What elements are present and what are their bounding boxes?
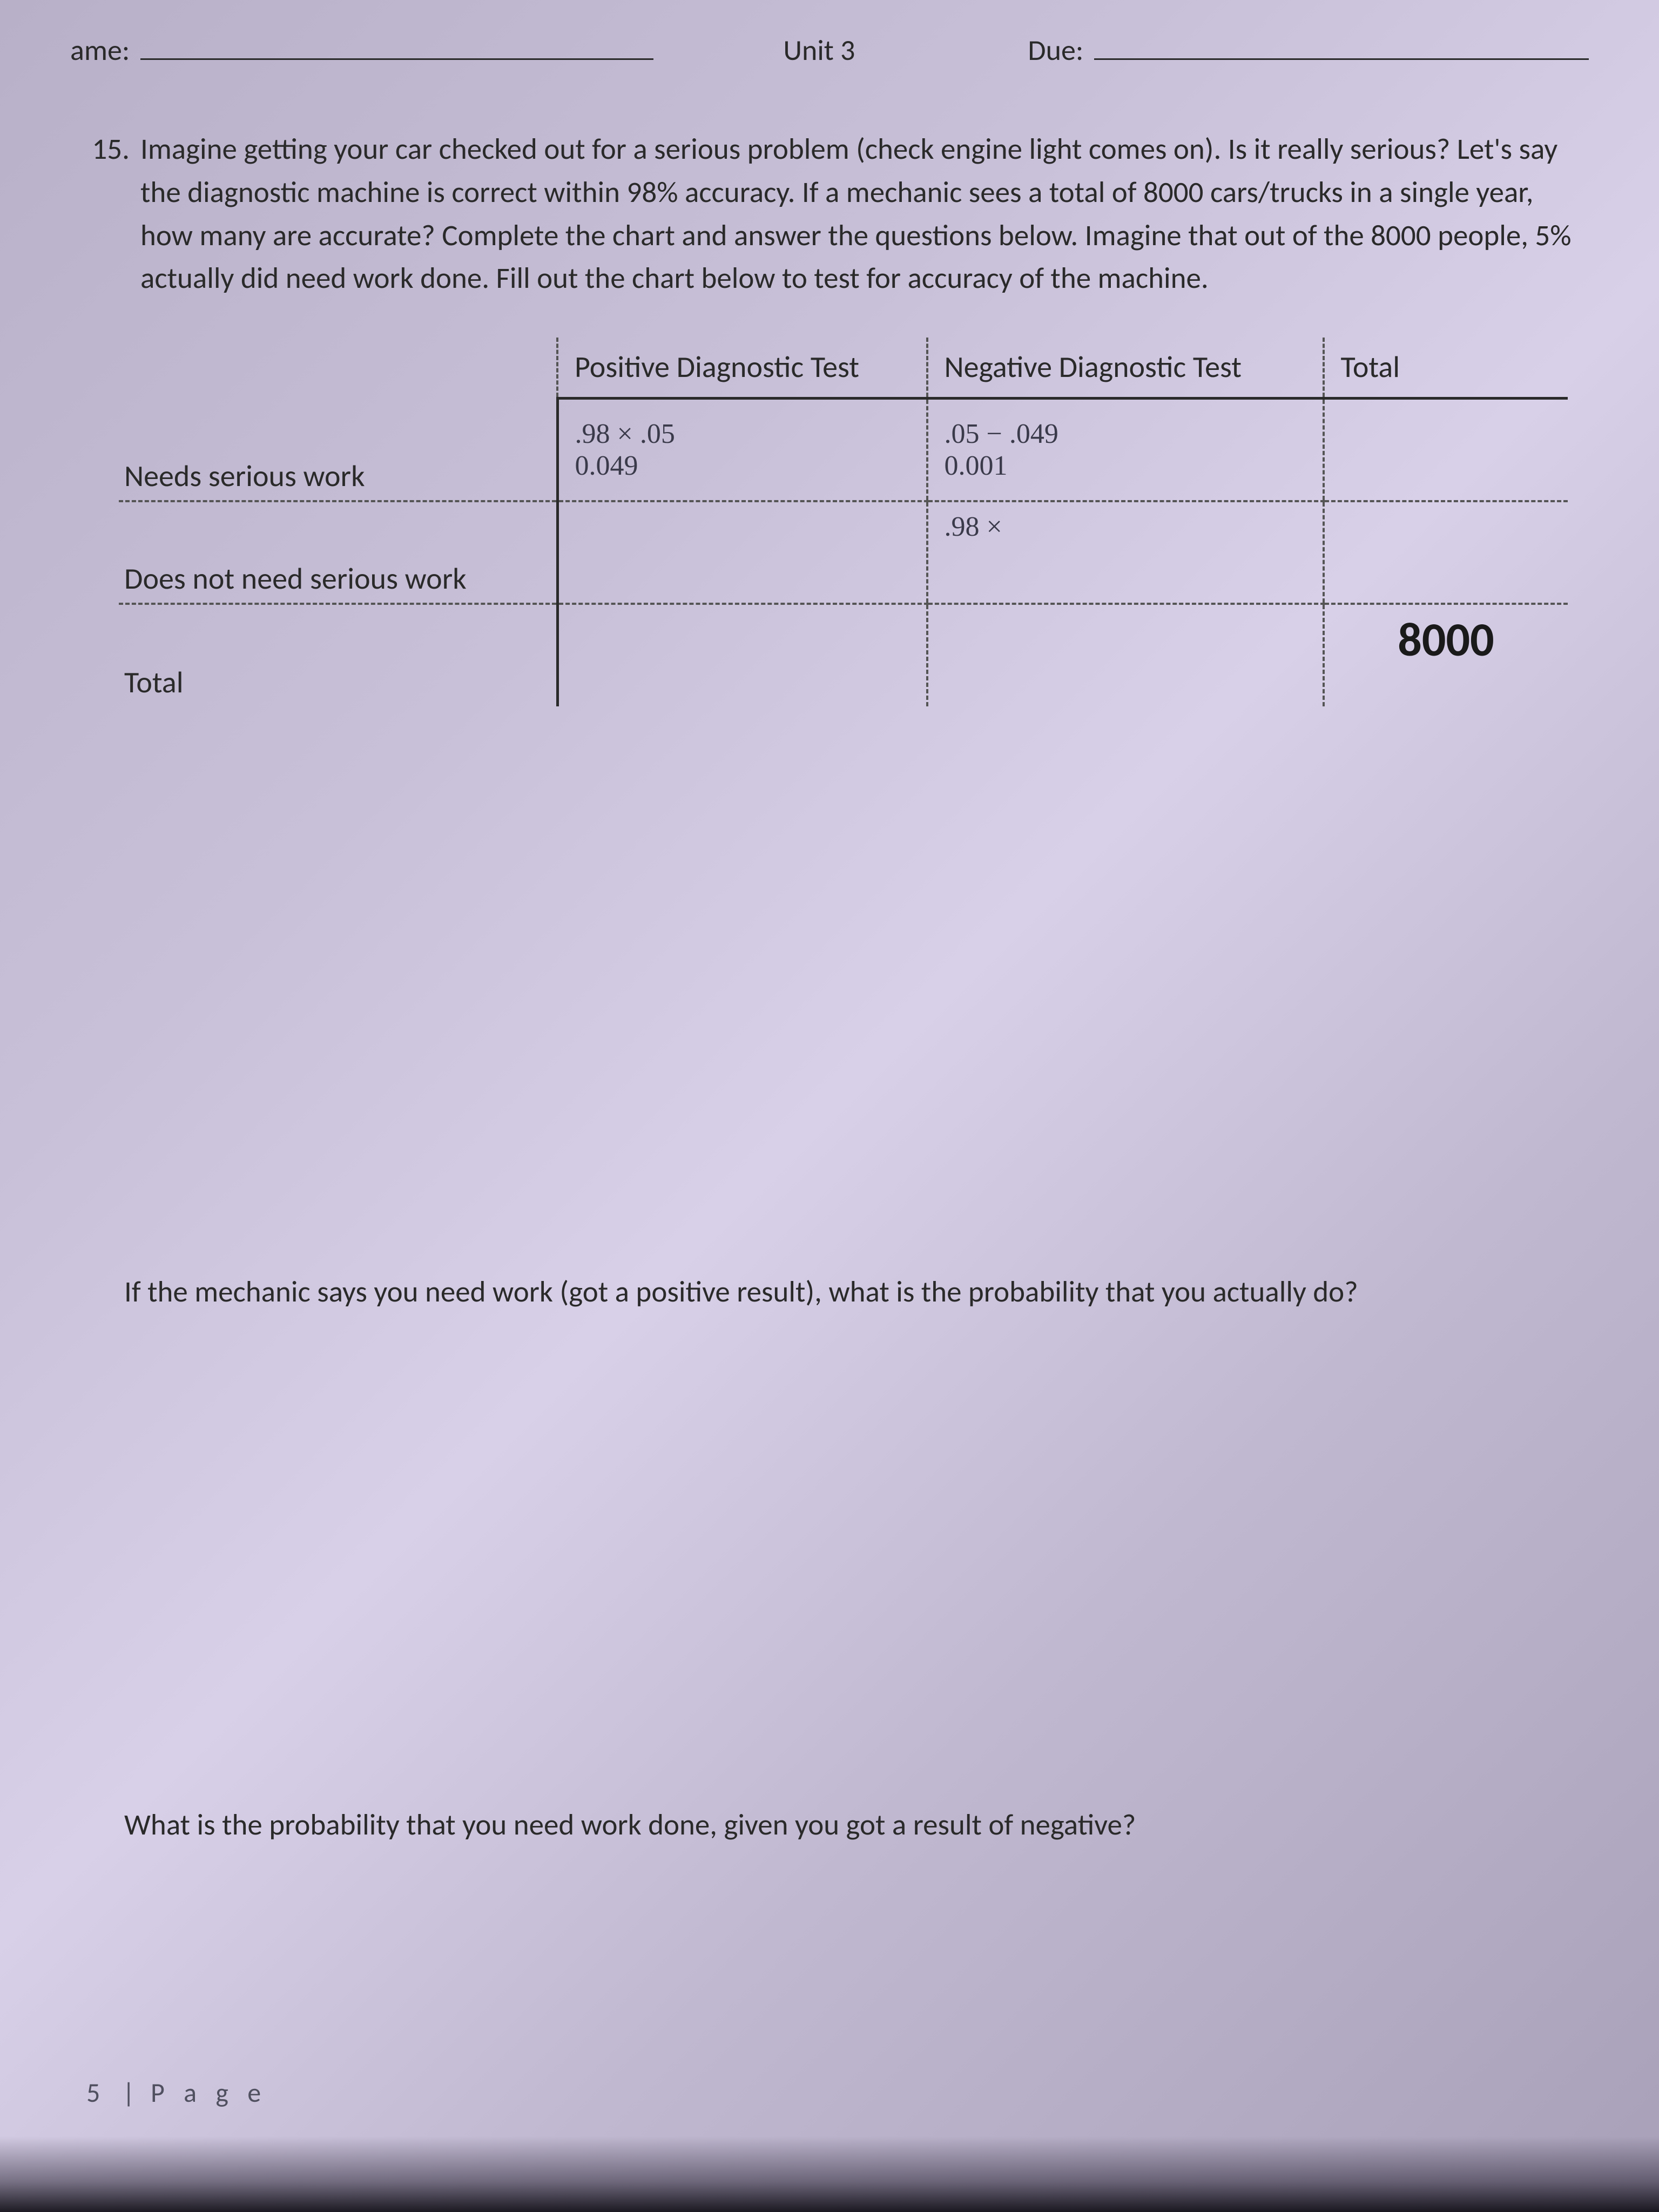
problem-number: 15.	[70, 127, 140, 300]
row-label-needs-work: Needs serious work	[119, 399, 557, 501]
table-row: Needs serious work .98 × .05 0.049 .05 −…	[119, 399, 1568, 501]
problem-text: Imagine getting your car checked out for…	[140, 127, 1589, 300]
table-row: Total 8000	[119, 604, 1568, 706]
question-1: If the mechanic says you need work (got …	[124, 1273, 1535, 1310]
handwritten-row2-neg: .98 ×	[945, 511, 1323, 543]
grand-total-value: 8000	[1398, 610, 1494, 669]
due-blank-line	[1094, 57, 1589, 60]
handwritten-neg-expr: .05 − .049	[945, 418, 1323, 450]
problem-block: 15. Imagine getting your car checked out…	[70, 127, 1589, 300]
footer-page-number: 5	[86, 2076, 102, 2109]
footer-bar: |	[123, 2076, 135, 2109]
photo-shadow	[0, 2136, 1659, 2212]
handwritten-neg-val: 0.001	[945, 450, 1323, 482]
col-header-positive: Positive Diagnostic Test	[557, 338, 927, 399]
unit-label: Unit 3	[783, 32, 855, 68]
name-label: ame:	[70, 32, 130, 68]
diagnostic-table: Positive Diagnostic Test Negative Diagno…	[119, 338, 1589, 706]
due-label: Due:	[1028, 32, 1083, 68]
table-header-row: Positive Diagnostic Test Negative Diagno…	[119, 338, 1568, 399]
handwritten-pos-val: 0.049	[575, 450, 926, 482]
page-footer: 5 | P a g e	[86, 2076, 267, 2109]
question-2: What is the probability that you need wo…	[124, 1806, 1535, 1843]
worksheet-page: ame: Unit 3 Due: 15. Imagine getting you…	[0, 0, 1659, 2212]
col-header-negative: Negative Diagnostic Test	[927, 338, 1324, 399]
row-label-no-work: Does not need serious work	[119, 501, 557, 604]
row-label-total: Total	[119, 604, 557, 706]
col-header-total: Total	[1324, 338, 1568, 399]
footer-page-word: P a g e	[151, 2076, 267, 2109]
header-row: ame: Unit 3 Due:	[70, 32, 1589, 68]
table-row: Does not need serious work .98 ×	[119, 501, 1568, 604]
name-blank-line	[140, 57, 653, 60]
handwritten-pos-expr: .98 × .05	[575, 418, 926, 450]
